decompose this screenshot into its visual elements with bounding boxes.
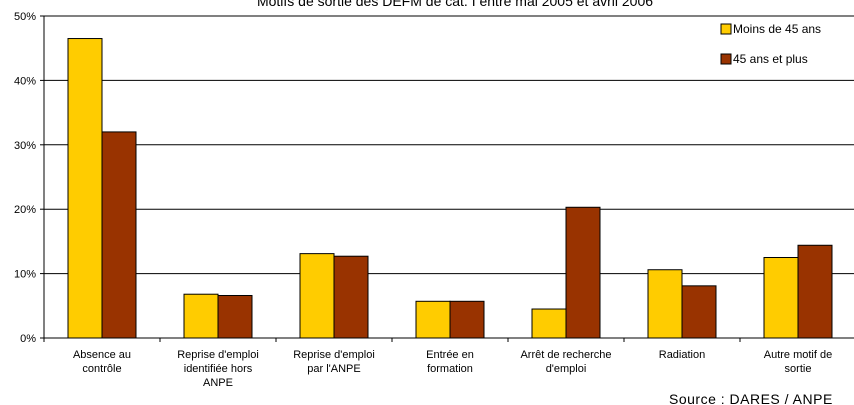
legend-label: Moins de 45 ans — [733, 22, 821, 36]
bar — [565, 206, 601, 339]
bar — [647, 269, 683, 339]
bar — [797, 244, 833, 339]
x-category-label: Reprise d'emploi par l'ANPE — [293, 349, 375, 375]
y-tick-label: 10% — [14, 269, 36, 281]
bars — [67, 38, 833, 339]
bar — [531, 308, 567, 339]
bar — [101, 131, 137, 339]
bar — [763, 257, 799, 339]
x-category-label: Autre motif de sortie — [764, 349, 832, 375]
chart-title: Motifs de sortie des DEFM de cat. I entr… — [257, 0, 653, 9]
y-tick-label: 0% — [20, 333, 36, 345]
bar — [333, 255, 369, 339]
bar — [217, 294, 253, 339]
legend-swatch — [720, 23, 732, 35]
y-tick-label: 50% — [14, 11, 36, 23]
legend-label: 45 ans et plus — [733, 52, 808, 66]
bar — [681, 285, 717, 339]
y-axis: 0% 10% 20% 30% 40% 50% — [14, 11, 45, 345]
x-category-label: Arrêt de recherche d'emploi — [520, 349, 611, 375]
x-axis: Absence au contrôle Reprise d'emploi identi… — [43, 337, 854, 389]
legend: Moins de 45 ans 45 ans et plus — [720, 22, 821, 66]
bar — [67, 38, 103, 339]
x-category-label: Reprise d'emploi identifiée hors ANPE — [177, 349, 259, 389]
bar — [183, 293, 219, 339]
x-category-label: Absence au contrôle — [73, 349, 131, 375]
bar — [415, 300, 451, 339]
x-category-label: Radiation — [659, 349, 705, 361]
source-note: Source : DARES / ANPE — [669, 391, 833, 405]
x-category-label: Entrée en formation — [426, 349, 474, 375]
y-tick-label: 40% — [14, 75, 36, 87]
gridlines — [44, 15, 854, 275]
bar — [449, 300, 485, 339]
y-tick-label: 30% — [14, 140, 36, 152]
y-tick-label: 20% — [14, 204, 36, 216]
legend-swatch — [720, 53, 732, 65]
bar — [299, 253, 335, 339]
